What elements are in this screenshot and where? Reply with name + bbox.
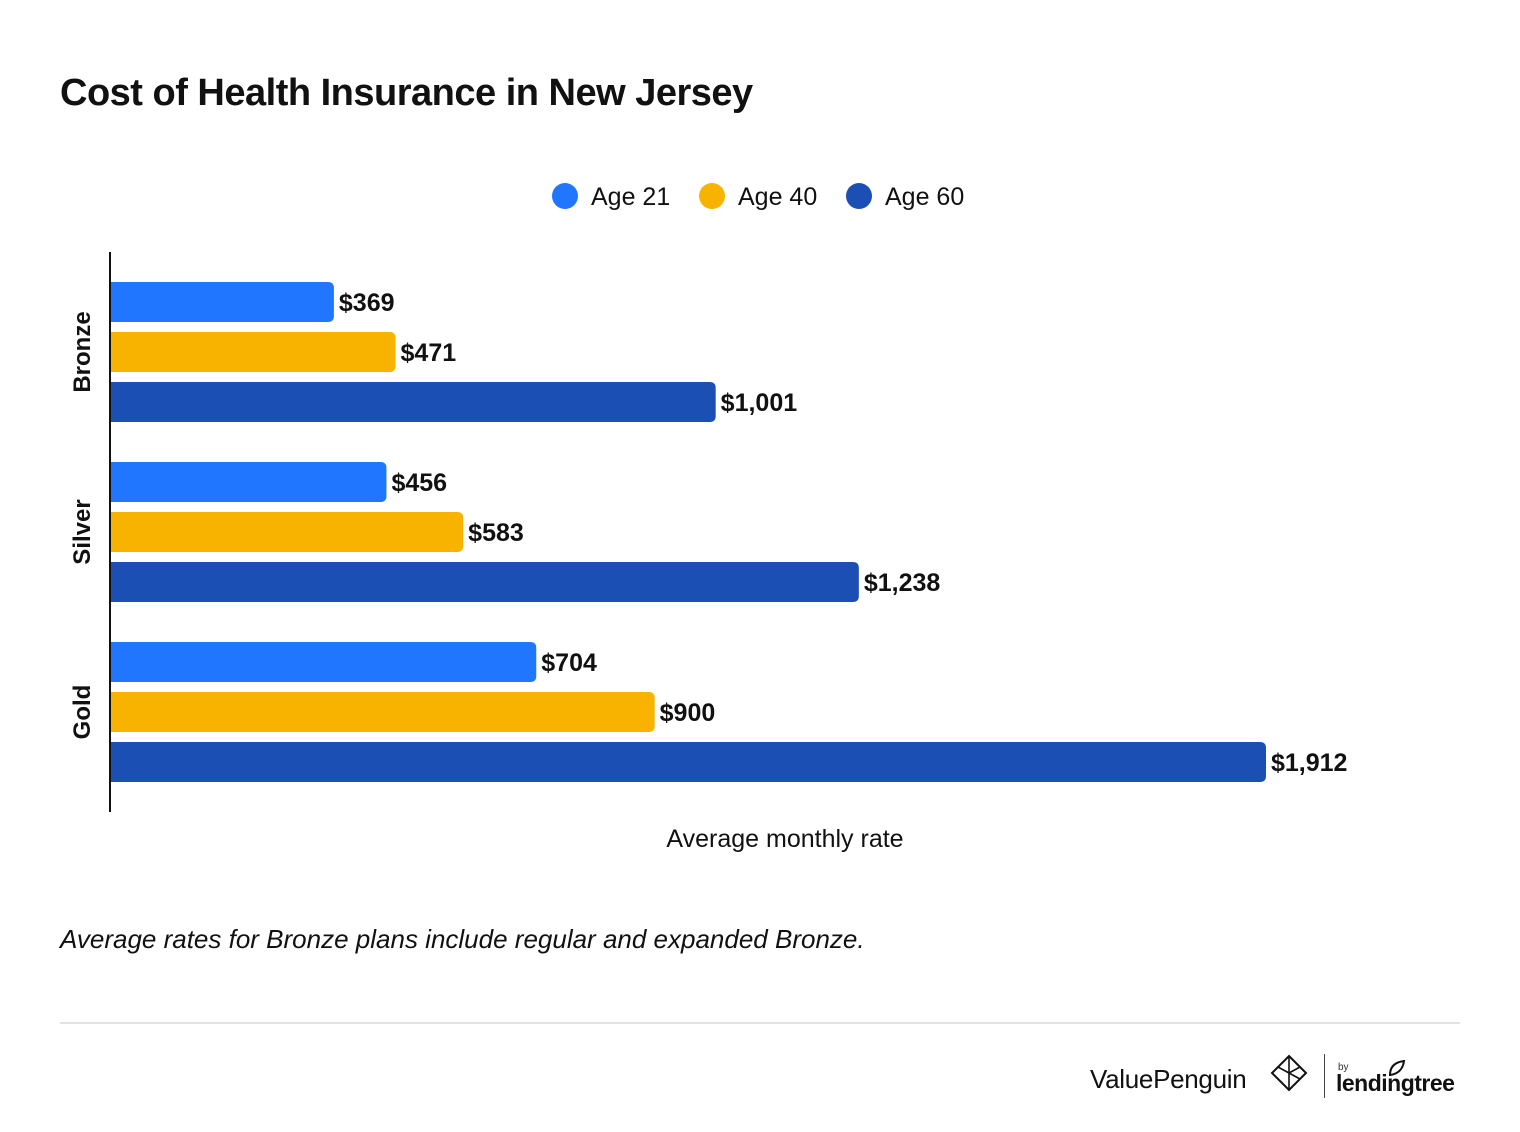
bar-silver-age-21 (111, 462, 387, 502)
bar-chart: Age 21 Age 40 Age 60 $369$471 $1,001 $456 $58… (69, 183, 1348, 853)
valuepenguin-logo-text: ValuePenguin (1090, 1064, 1247, 1094)
legend-marker-age-60 (846, 183, 872, 209)
category-label-bronze: Bronze (69, 311, 96, 392)
data-label-bronze-age-40: $471 (401, 339, 457, 367)
data-label-group: $369$471 $1,001 $456 $583 $1,238 $704 $900 $1,9… (339, 289, 1348, 777)
legend: Age 21 Age 40 Age 60 (552, 183, 964, 211)
lendingtree-logo-text: lendingtree (1336, 1070, 1455, 1096)
data-label-silver-age-21: $456 (391, 469, 447, 497)
legend-marker-age-40 (699, 183, 725, 209)
footer-divider (60, 1022, 1460, 1024)
by-text: by (1338, 1062, 1349, 1073)
legend-label-age-40: Age 40 (738, 183, 817, 211)
bar-gold-age-40 (111, 692, 655, 732)
data-label-gold-age-21: $704 (541, 649, 597, 677)
bar-gold-age-21 (111, 642, 537, 682)
chart-title: Cost of Health Insurance in New Jersey (60, 72, 753, 114)
valuepenguin-logo-icon (1270, 1054, 1308, 1092)
bar-bronze-age-40 (111, 332, 396, 372)
legend-label-age-21: Age 21 (591, 183, 670, 211)
category-label-group: Bronze Silver Gold (69, 311, 96, 739)
bar-silver-age-40 (111, 512, 464, 552)
data-label-bronze-age-21: $369 (339, 289, 395, 317)
legend-marker-age-21 (552, 183, 578, 209)
data-label-silver-age-60: $1,238 (864, 569, 941, 597)
bar-bronze-age-21 (111, 282, 334, 322)
brand-separator (1324, 1054, 1325, 1098)
legend-label-age-60: Age 60 (885, 183, 964, 211)
bar-bronze-age-60 (111, 382, 716, 422)
data-label-bronze-age-60: $1,001 (721, 389, 798, 417)
category-label-gold: Gold (69, 685, 96, 740)
brand-footer: ValuePenguin by lendingtree (1090, 1052, 1460, 1102)
bar-silver-age-60 (111, 562, 859, 602)
bar-gold-age-60 (111, 742, 1266, 782)
data-label-gold-age-60: $1,912 (1271, 749, 1347, 777)
data-label-gold-age-40: $900 (660, 699, 716, 727)
x-axis-label: Average monthly rate (666, 825, 903, 853)
leaf-icon (1388, 1060, 1406, 1076)
category-label-silver: Silver (69, 499, 96, 564)
data-label-silver-age-40: $583 (468, 519, 524, 547)
bar-group (111, 282, 1266, 782)
chart-footnote: Average rates for Bronze plans include r… (60, 924, 865, 954)
